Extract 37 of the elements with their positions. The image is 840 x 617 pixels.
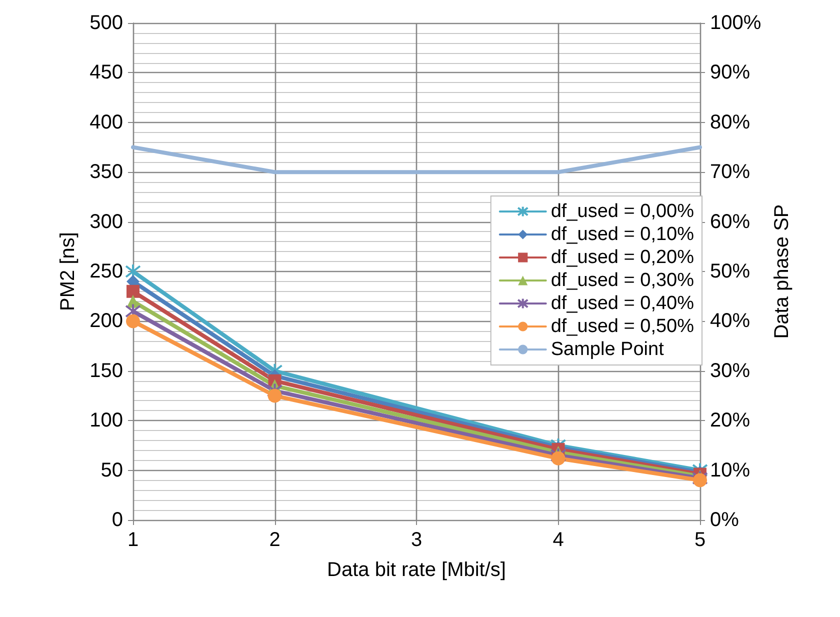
legend-label: df_used = 0,50% [550, 316, 694, 337]
x-axis-title: Data bit rate [Mbit/s] [327, 559, 506, 581]
legend-label: df_used = 0,10% [550, 224, 694, 245]
y-tick-label: 200 [90, 310, 123, 332]
y2-tick-label: 50% [710, 260, 750, 282]
x-tick-label: 5 [694, 529, 706, 551]
legend-label: df_used = 0,40% [550, 293, 694, 314]
y2-tick-label: 40% [710, 310, 750, 332]
y2-tick-label: 60% [710, 210, 750, 233]
legend-label: df_used = 0,00% [550, 201, 694, 222]
legend-label: Sample Point [550, 339, 665, 360]
x-tick-label: 2 [269, 529, 280, 551]
y-tick-label: 350 [90, 161, 123, 184]
x-tick-label: 3 [410, 529, 422, 551]
y-tick-label: 100 [90, 410, 123, 432]
y-tick-label: 450 [90, 62, 123, 84]
legend-label: df_used = 0,30% [550, 270, 694, 291]
y-tick-label: 300 [90, 210, 123, 233]
y2-tick-label: 100% [710, 12, 762, 34]
y2-tick-label: 20% [710, 410, 750, 432]
y2-tick-label: 70% [710, 161, 750, 184]
x-tick-label: 1 [127, 529, 139, 551]
y-tick-label: 500 [90, 12, 123, 34]
y2-tick-label: 80% [710, 111, 750, 134]
legend-label: df_used = 0,20% [550, 247, 694, 268]
x-tick-label: 4 [552, 529, 564, 551]
y2-tick-label: 90% [710, 62, 750, 84]
y-tick-label: 250 [90, 260, 123, 282]
y2-tick-label: 30% [710, 360, 750, 382]
y2-axis-title: Data phase SP [771, 204, 794, 339]
y-tick-label: 150 [90, 360, 123, 382]
y2-tick-label: 0% [710, 509, 740, 531]
y2-tick-label: 10% [710, 459, 750, 482]
y-tick-label: 0 [112, 509, 123, 531]
y-tick-label: 50 [100, 459, 123, 482]
y-axis-title: PM2 [ns] [57, 232, 79, 311]
y-tick-label: 400 [90, 111, 123, 134]
